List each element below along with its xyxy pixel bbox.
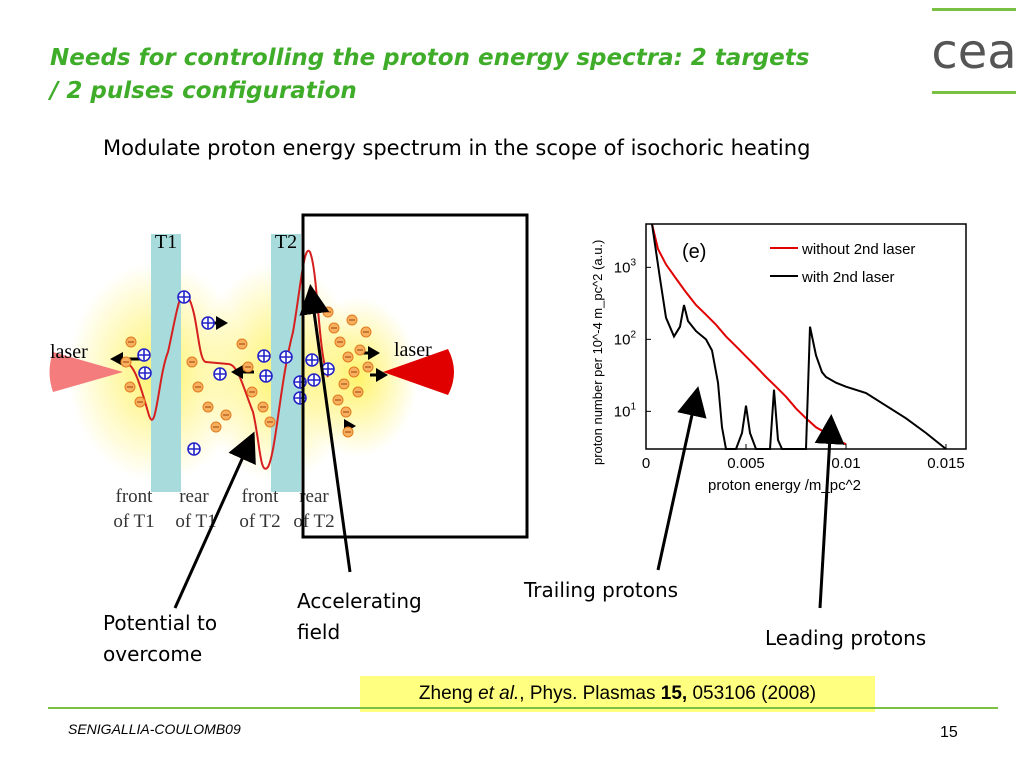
electron <box>202 401 214 413</box>
electron <box>338 378 350 390</box>
label-trailing: Trailing protons <box>524 578 679 602</box>
y-ticks: 101 102 103 <box>614 257 651 420</box>
proton <box>187 442 201 456</box>
electron <box>360 326 372 338</box>
footer-divider <box>48 707 998 709</box>
x-tick-label: 0 <box>642 455 650 472</box>
y-tick-label: 102 <box>614 329 637 348</box>
proton <box>201 316 215 330</box>
proton <box>279 350 293 364</box>
electron <box>352 386 364 398</box>
x-ticks: 0 0.005 0.01 0.015 <box>642 444 965 472</box>
electron <box>322 306 334 318</box>
laser-right-label: laser <box>394 339 432 361</box>
target-t2-label: T2 <box>275 231 297 253</box>
target-t1-label: T1 <box>155 231 177 253</box>
y-axis-label: proton number per 10^-4 m_pc^2 (a.u.) <box>590 240 605 465</box>
proton <box>137 348 151 362</box>
electron <box>236 338 248 350</box>
electron <box>257 401 269 413</box>
proton <box>305 353 319 367</box>
electron <box>120 356 132 368</box>
electron <box>186 356 198 368</box>
electron <box>334 336 346 348</box>
proton <box>138 366 152 380</box>
electron <box>134 396 146 408</box>
proton <box>259 369 273 383</box>
ref-journal: , Phys. Plasmas <box>519 683 661 704</box>
ref-etal: et al. <box>478 683 520 704</box>
logo-bottom-bar <box>932 91 1016 94</box>
ref-author: Zheng <box>418 683 479 704</box>
electron <box>125 336 137 348</box>
front-t1-line1: front <box>116 486 154 507</box>
rear-t1-line1: rear <box>179 486 209 507</box>
proton <box>321 362 335 376</box>
x-tick-label: 0.005 <box>727 455 765 472</box>
plot-area <box>651 223 947 450</box>
arrow-right-3 <box>376 368 388 382</box>
legend-label-black: with 2nd laser <box>801 269 895 286</box>
ref-volume: 15, <box>660 683 688 704</box>
logo-text: cea <box>931 24 1016 80</box>
rear-t1-line2: of T1 <box>175 511 216 532</box>
series-line-0 <box>651 223 847 446</box>
x-axis-label: proton energy /m_pc^2 <box>708 477 861 494</box>
label-potential: Potential to overcome <box>103 611 218 666</box>
electron <box>354 344 366 356</box>
target-schematic: T1 T2 laser laser <box>49 213 529 539</box>
target-t1 <box>151 234 181 492</box>
y-tick-label: 101 <box>614 401 637 420</box>
laser-right-beam <box>383 349 454 395</box>
proton <box>213 367 227 381</box>
electron <box>124 381 136 393</box>
electron <box>346 314 358 326</box>
series-line-1 <box>651 223 947 450</box>
electron <box>242 361 254 373</box>
ref-pages: 053106 (2008) <box>687 683 817 704</box>
x-tick-label: 0.01 <box>831 455 860 472</box>
arrow-right-1 <box>216 316 228 330</box>
footer-conference: SENIGALLIA-COULOMB09 <box>68 721 241 737</box>
electron <box>340 406 352 418</box>
electron <box>210 421 222 433</box>
electron <box>342 351 354 363</box>
proton <box>307 373 321 387</box>
label-accelerating: Accelerating field <box>297 589 422 644</box>
highlight-box <box>301 213 529 539</box>
electron <box>246 386 258 398</box>
laser-left-label: laser <box>50 341 88 363</box>
proton <box>257 349 271 363</box>
electron <box>328 322 340 334</box>
panel-label: (e) <box>682 241 706 263</box>
arrow-right-2 <box>368 346 380 360</box>
x-tick-label: 0.015 <box>927 455 965 472</box>
electron <box>332 394 344 406</box>
front-t1-line2: of T1 <box>113 511 154 532</box>
subtitle: Modulate proton energy spectrum in the s… <box>103 136 811 160</box>
slide-title: Needs for controlling the proton energy … <box>50 45 810 104</box>
electron <box>264 416 276 428</box>
proton <box>177 290 191 304</box>
reference-box: Zheng et al., Phys. Plasmas 15, 053106 (… <box>360 676 875 712</box>
arrow-left-1 <box>110 352 123 366</box>
electron <box>220 409 232 421</box>
label-leading: Leading protons <box>765 626 927 650</box>
y-tick-label: 103 <box>614 257 637 276</box>
electron <box>348 366 360 378</box>
arrow-left-2 <box>231 365 243 379</box>
front-t2-line2: of T2 <box>239 511 280 532</box>
legend-label-red: without 2nd laser <box>801 241 915 258</box>
logo-top-bar <box>932 8 1016 11</box>
laser-left-beam <box>49 352 123 392</box>
field-curve <box>122 249 329 470</box>
electron <box>192 381 204 393</box>
electron <box>342 426 354 438</box>
electron <box>362 361 374 373</box>
rear-t2-line2: of T2 <box>293 511 334 532</box>
spectrum-chart: proton number per 10^-4 m_pc^2 (a.u.) (e… <box>590 223 967 494</box>
page-number: 15 <box>940 724 958 741</box>
front-t2-line1: front <box>242 486 280 507</box>
cea-logo: cea <box>931 8 1017 94</box>
